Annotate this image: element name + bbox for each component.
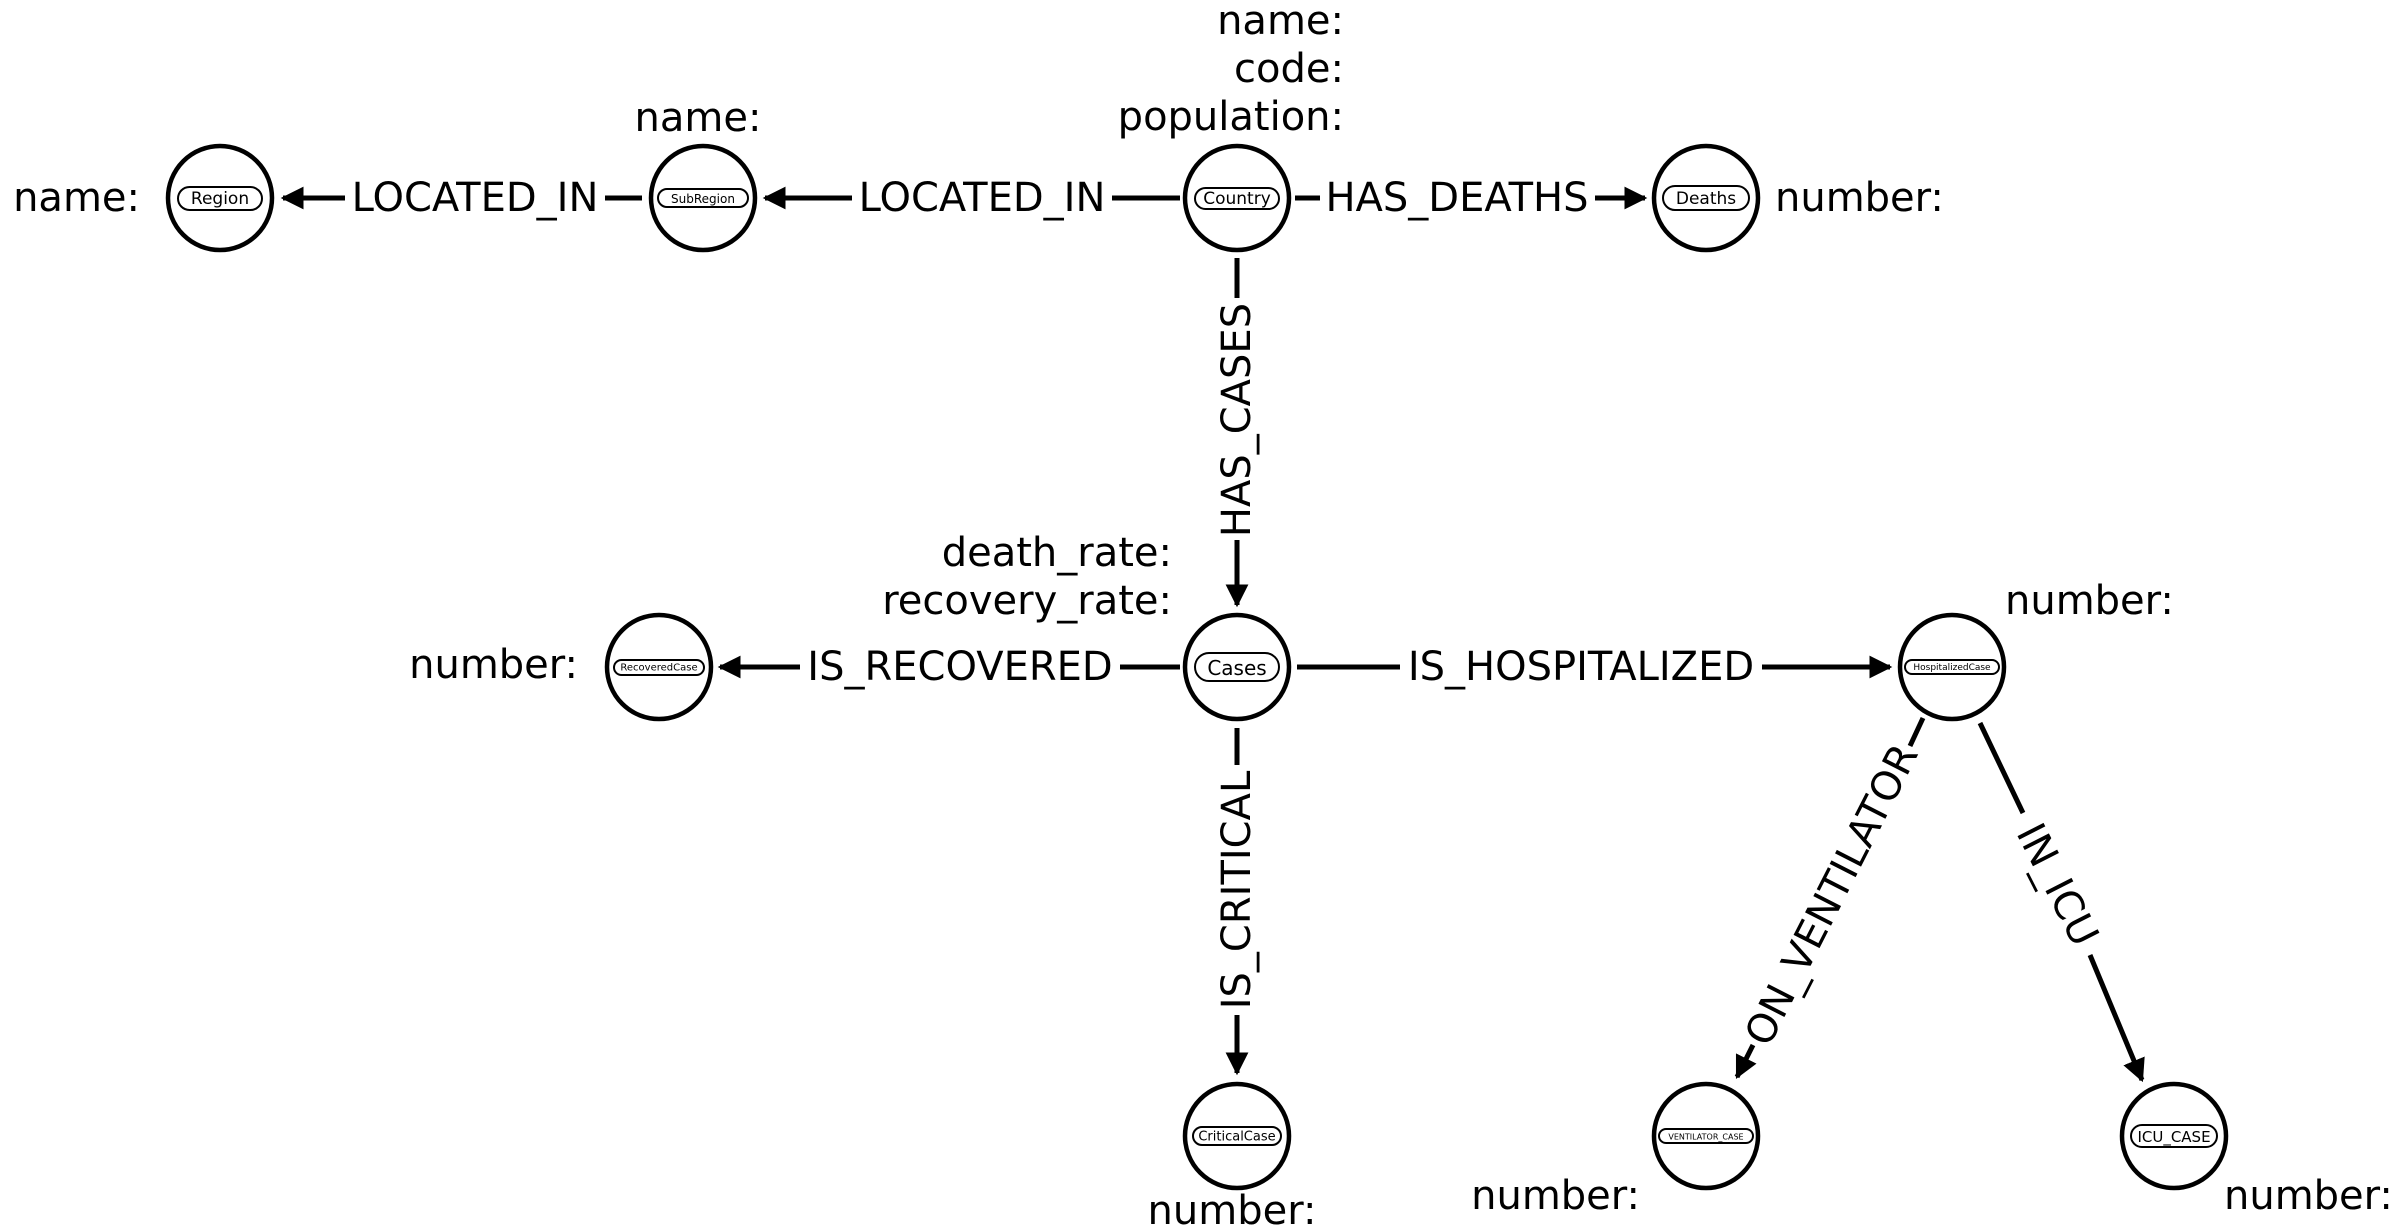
node-property: death_rate: xyxy=(942,530,1172,576)
edge-arrow xyxy=(1734,1043,1757,1080)
node-label-pill xyxy=(1658,1128,1754,1144)
edge-cases-is-critical: IS_CRITICAL xyxy=(1214,728,1260,1076)
edge-label: HAS_CASES xyxy=(1214,303,1260,537)
node-ventilator-case[interactable]: VENTILATOR_CASE number: xyxy=(1471,1081,1761,1219)
edge-label: ON_VENTILATOR xyxy=(1736,737,1927,1053)
node-country[interactable]: Country name: code: population: xyxy=(1118,0,1344,253)
node-property: population: xyxy=(1118,94,1344,140)
node-label: VENTILATOR_CASE xyxy=(1668,1133,1743,1142)
node-label: SubRegion xyxy=(671,192,735,206)
node-property: recovery_rate: xyxy=(882,578,1172,624)
node-critical-case[interactable]: CriticalCase number: xyxy=(1148,1081,1317,1230)
edge-cases-is-hospitalized: IS_HOSPITALIZED xyxy=(1297,644,1893,690)
node-cases[interactable]: Cases death_rate: recovery_rate: xyxy=(882,530,1292,722)
node-recovered-case[interactable]: RecoveredCase number: xyxy=(409,612,714,722)
node-property: code: xyxy=(1234,46,1344,92)
edge-label: LOCATED_IN xyxy=(859,175,1106,221)
node-label: Country xyxy=(1203,189,1271,209)
node-label-pill xyxy=(1192,1126,1282,1146)
node-label-pill xyxy=(177,186,263,211)
edge-segment xyxy=(1907,716,1926,748)
edge-label: IN_ICU xyxy=(2007,816,2107,953)
edge-arrow xyxy=(2087,954,2145,1083)
node-property: name: xyxy=(13,175,140,221)
node-hospitalized-case[interactable]: HospitalizedCase number: xyxy=(1897,578,2174,722)
node-label: ICU_CASE xyxy=(2137,1128,2210,1147)
edge-country-has-deaths: HAS_DEATHS xyxy=(1295,175,1648,221)
node-property: number: xyxy=(409,642,578,688)
edge-hospitalized-on-ventilator: ON_VENTILATOR xyxy=(1734,716,1928,1080)
node-subregion[interactable]: SubRegion name: xyxy=(635,95,762,253)
node-property: number: xyxy=(1775,175,1944,221)
edge-label: LOCATED_IN xyxy=(352,175,599,221)
node-label: Deaths xyxy=(1676,189,1736,209)
node-region[interactable]: Region name: xyxy=(13,143,275,253)
node-property: number: xyxy=(1148,1188,1317,1230)
edge-country-located-in-subregion: LOCATED_IN xyxy=(762,175,1180,221)
node-label: HospitalizedCase xyxy=(1913,663,1991,673)
node-label-pill xyxy=(657,188,749,208)
edge-segment xyxy=(1977,721,2026,815)
edge-label: IS_HOSPITALIZED xyxy=(1408,644,1754,690)
edge-hospitalized-in-icu: IN_ICU xyxy=(1977,721,2145,1083)
node-label-pill xyxy=(2130,1124,2218,1148)
edge-cases-is-recovered: IS_RECOVERED xyxy=(717,644,1180,690)
edge-label: IS_CRITICAL xyxy=(1214,770,1260,1009)
node-property: name: xyxy=(635,95,762,141)
edge-label: IS_RECOVERED xyxy=(807,644,1112,690)
node-label-pill xyxy=(1194,187,1280,210)
node-property: number: xyxy=(1471,1173,1640,1219)
node-label-pill xyxy=(1662,185,1750,211)
node-label-pill xyxy=(1194,652,1280,682)
node-label-pill xyxy=(1904,659,2000,675)
edge-subregion-located-in-region: LOCATED_IN xyxy=(280,175,642,221)
node-label: RecoveredCase xyxy=(620,663,697,674)
node-icu-case[interactable]: ICU_CASE number: xyxy=(2119,1081,2393,1219)
node-deaths[interactable]: Deaths number: xyxy=(1651,143,1944,253)
node-label: Cases xyxy=(1207,656,1266,680)
node-property: name: xyxy=(1217,0,1344,44)
edge-country-has-cases: HAS_CASES xyxy=(1214,258,1260,608)
node-label: CriticalCase xyxy=(1198,1130,1275,1145)
node-label-pill xyxy=(613,659,705,676)
node-property: number: xyxy=(2224,1173,2393,1219)
edge-label: HAS_DEATHS xyxy=(1325,175,1588,221)
node-property: number: xyxy=(2005,578,2174,624)
node-label: Region xyxy=(191,189,249,209)
